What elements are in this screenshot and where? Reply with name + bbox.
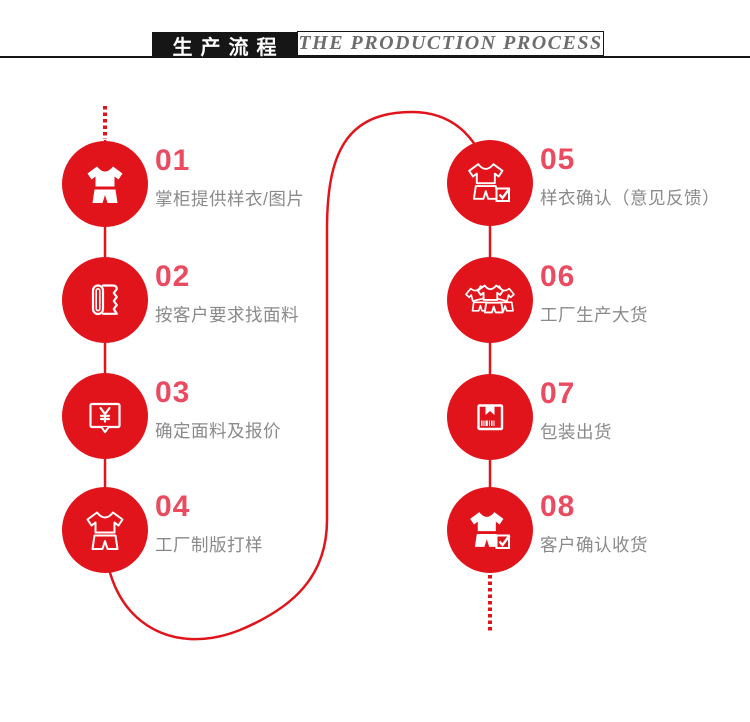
step-label: 样衣确认（意见反馈） <box>540 188 720 208</box>
tshirt-shorts-outline-icon <box>86 511 124 550</box>
step-03-circle <box>62 373 148 459</box>
step-02: 02 按客户要求找面料 <box>62 257 299 343</box>
step-label: 客户确认收货 <box>540 535 648 555</box>
step-number: 06 <box>540 260 576 293</box>
step-label: 掌柜提供样衣/图片 <box>155 189 305 209</box>
step-08-circle <box>447 487 533 573</box>
flow-connector-path <box>103 110 493 641</box>
step-01-circle <box>62 141 148 227</box>
step-label: 包装出货 <box>540 422 612 442</box>
step-03: 03 确定面料及报价 <box>62 373 281 459</box>
step-07: 07 包装出货 <box>447 374 612 460</box>
step-label: 工厂制版打样 <box>155 535 263 555</box>
price-quote-bubble-icon <box>89 402 121 434</box>
step-05-circle <box>447 140 533 226</box>
tshirt-shorts-filled-icon <box>87 166 123 203</box>
step-label: 确定面料及报价 <box>155 421 281 441</box>
step-06-circle <box>447 257 533 343</box>
step-04-circle <box>62 487 148 573</box>
step-02-circle <box>62 257 148 343</box>
step-01: 01 掌柜提供样衣/图片 <box>62 141 304 227</box>
step-label: 按客户要求找面料 <box>155 305 299 325</box>
fabric-roll-icon <box>91 284 118 316</box>
step-04: 04 工厂制版打样 <box>62 487 263 573</box>
header-rule <box>0 56 750 58</box>
package-box-icon <box>477 404 504 431</box>
header-title-en: THE PRODUCTION PROCESS <box>297 31 604 56</box>
step-05: 05 样衣确认（意见反馈） <box>447 140 720 226</box>
step-number: 03 <box>155 376 191 409</box>
bulk-garments-icon <box>465 284 515 314</box>
step-07-circle <box>447 374 533 460</box>
receipt-confirm-check-icon <box>470 512 511 549</box>
step-08: 08 客户确认收货 <box>447 487 648 573</box>
sample-confirm-check-icon <box>468 163 511 202</box>
step-06: 06 工厂生产大货 <box>447 257 648 343</box>
step-number: 05 <box>540 143 576 176</box>
step-number: 01 <box>155 144 191 177</box>
step-number: 07 <box>540 377 576 410</box>
header-title-cn: 生产流程 <box>152 32 297 59</box>
step-number: 02 <box>155 260 191 293</box>
step-label: 工厂生产大货 <box>540 305 648 325</box>
step-number: 04 <box>155 490 191 523</box>
step-number: 08 <box>540 490 576 523</box>
